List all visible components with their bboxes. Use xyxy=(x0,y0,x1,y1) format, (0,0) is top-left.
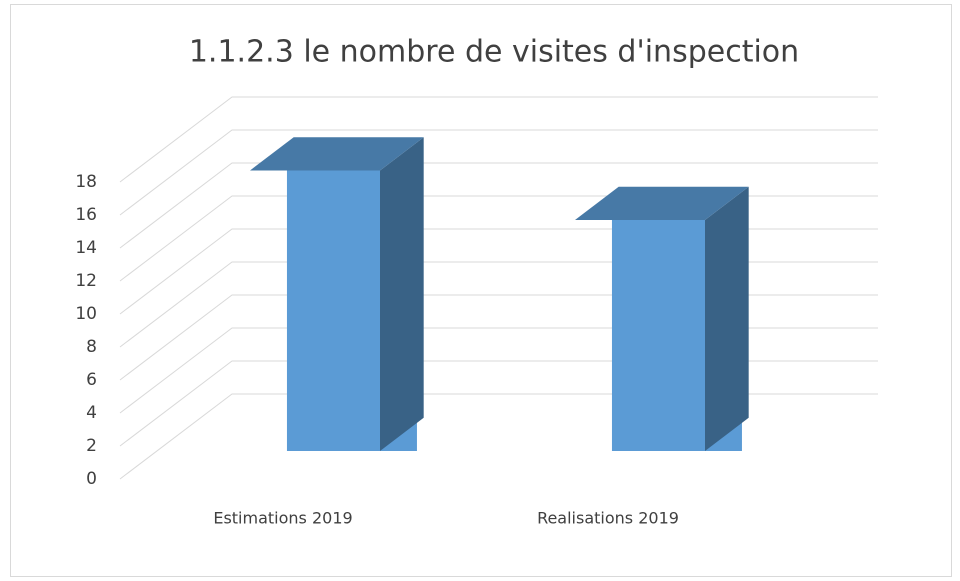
grid-line xyxy=(119,162,878,249)
chart-frame xyxy=(10,4,952,577)
grid-line xyxy=(119,96,878,183)
y-tick-label: 14 xyxy=(75,238,97,258)
y-tick-label: 10 xyxy=(75,304,97,324)
y-tick-label: 6 xyxy=(86,370,97,390)
chart-title: 1.1.2.3 le nombre de visites d'inspectio… xyxy=(189,35,799,70)
bar-face xyxy=(705,186,749,451)
grid-line xyxy=(119,129,878,216)
y-tick-label: 2 xyxy=(86,436,97,456)
bar-face xyxy=(380,137,424,451)
x-tick-label: Realisations 2019 xyxy=(537,509,679,528)
y-tick-label: 4 xyxy=(86,403,97,423)
y-tick-label: 12 xyxy=(75,271,97,291)
y-tick-label: 16 xyxy=(75,205,97,225)
bar xyxy=(575,186,749,451)
x-tick-label: Estimations 2019 xyxy=(213,509,352,528)
bar xyxy=(250,137,424,451)
bar-face xyxy=(250,137,424,171)
y-tick-label: 18 xyxy=(75,172,97,192)
y-tick-label: 0 xyxy=(86,469,97,489)
y-tick-label: 8 xyxy=(86,337,97,357)
bar-face xyxy=(575,186,749,220)
